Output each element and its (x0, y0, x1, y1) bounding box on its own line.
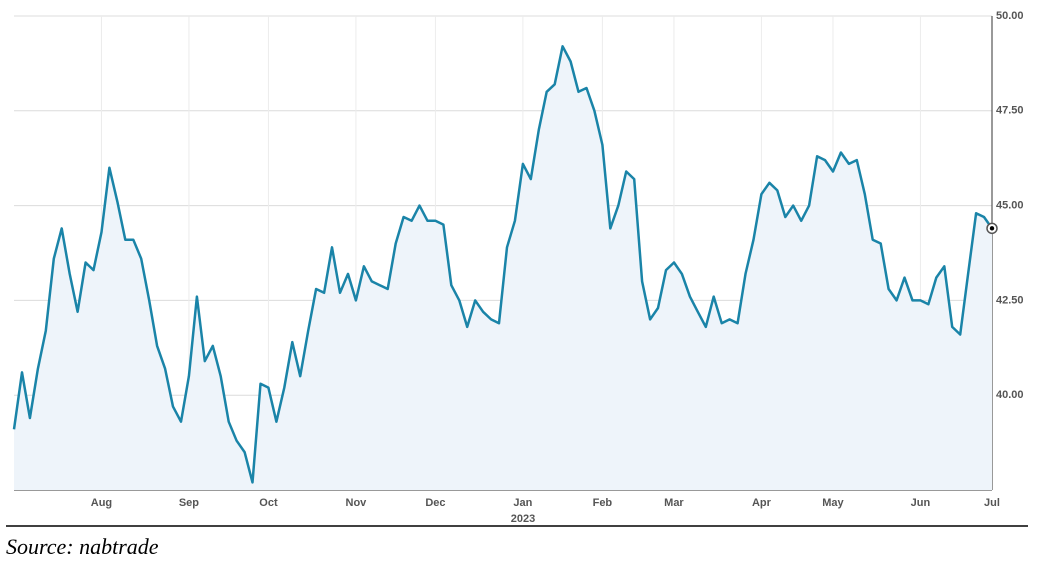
x-tick-label: Jul (984, 497, 1000, 509)
y-tick-label: 50.00 (996, 10, 1024, 22)
y-tick-label: 40.00 (996, 389, 1024, 401)
x-tick-label: Sep (179, 497, 199, 509)
x-tick-label: Feb (593, 497, 613, 509)
y-tick-label: 47.50 (996, 105, 1024, 117)
y-tick-label: 45.00 (996, 200, 1024, 212)
source: Source: nabtrade (6, 534, 159, 559)
line (12, 45, 994, 484)
last-point-dot (989, 226, 995, 231)
x-tick-label: Mar (664, 497, 684, 509)
x-tick-label: Aug (91, 497, 112, 509)
x-tick-label: Oct (259, 497, 278, 509)
x-tick-label: Dec (425, 497, 445, 509)
y-tick-label: 42.50 (996, 294, 1024, 306)
x-tick-label: Apr (752, 497, 772, 509)
x-tick-label: Jan (513, 497, 532, 509)
year-label: 2023 (511, 513, 535, 525)
x-tick-label: May (822, 497, 844, 509)
x-tick-label: Nov (346, 497, 368, 509)
area (14, 46, 992, 491)
x-tick-label: Jun (911, 497, 931, 509)
